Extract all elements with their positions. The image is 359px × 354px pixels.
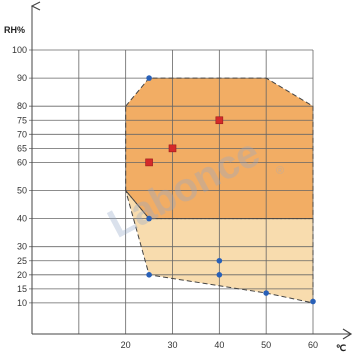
x-tick-label: 20 (121, 340, 131, 350)
square-point (168, 144, 177, 153)
y-tick-label: 15 (17, 284, 27, 294)
data-points (145, 75, 316, 305)
y-tick-label: 25 (17, 256, 27, 266)
y-tick-label: 10 (17, 298, 27, 308)
y-tick-label: 30 (17, 242, 27, 252)
watermark-mark: ® (276, 165, 284, 177)
square-point (145, 158, 153, 167)
y-tick-label: 50 (17, 186, 27, 196)
y-tick-label: 100 (12, 45, 27, 55)
y-axis-title: RH% (4, 25, 25, 35)
x-tick-label: 30 (167, 340, 177, 350)
y-tick-label: 80 (17, 101, 27, 111)
y-tick-label: 60 (17, 157, 27, 167)
circle-point (310, 298, 316, 305)
y-tick-label: 65 (17, 143, 27, 153)
circle-point (216, 272, 223, 278)
circle-point (146, 272, 152, 278)
y-tick-label: 75 (17, 115, 27, 125)
y-tick-label: 70 (17, 129, 27, 139)
x-axis-title: ℃ (336, 343, 346, 353)
tick-labels: 10 15 20 25 30 40 50 60 65 70 75 80 90 100 20 30 40 50 60 (12, 45, 318, 350)
y-tick-label: 90 (17, 73, 27, 83)
square-point (215, 116, 224, 125)
circle-point (146, 215, 152, 222)
axes: RH% ℃ (4, 6, 353, 353)
x-axis-arrow (342, 328, 353, 340)
x-tick-label: 40 (214, 340, 224, 350)
y-tick-label: 20 (17, 270, 27, 280)
y-tick-label: 40 (17, 214, 27, 224)
circle-point (216, 257, 223, 264)
circle-point (146, 75, 152, 81)
x-tick-label: 60 (308, 340, 318, 350)
upper-zone-border (125, 77, 314, 220)
x-tick-label: 50 (261, 340, 271, 350)
circle-point (263, 290, 269, 296)
